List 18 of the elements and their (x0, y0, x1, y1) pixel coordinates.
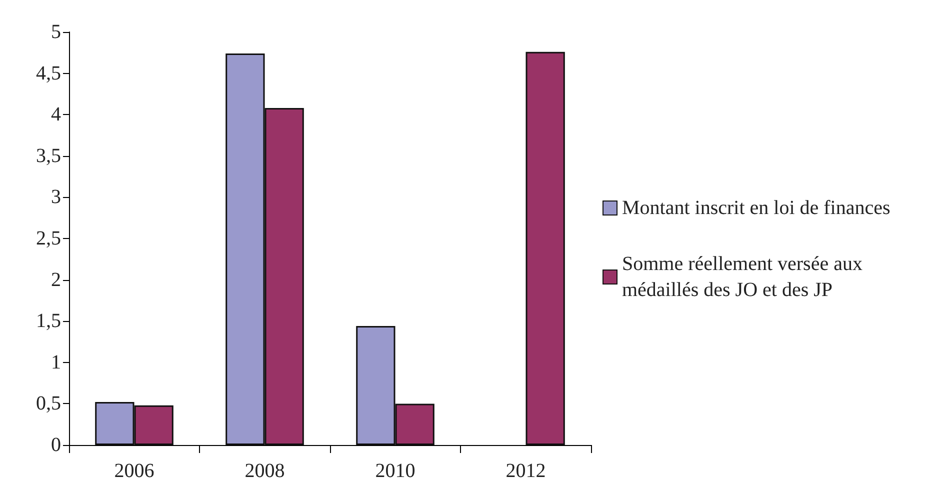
x-tick-label: 2006 (114, 460, 154, 482)
y-tick-label: 1,5 (36, 310, 61, 332)
y-tick-label: 0 (51, 434, 61, 456)
y-tick-label: 3,5 (36, 144, 61, 167)
legend-label: Somme réellement versée aux médaillés des JO et des JP (622, 253, 868, 301)
legend-label: Montant inscrit en loi de finances (622, 197, 890, 219)
x-tick-label: 2010 (375, 460, 416, 482)
bar (526, 52, 565, 445)
y-tick-label: 4 (51, 104, 61, 126)
y-tick-label: 4,5 (36, 62, 61, 84)
x-tick-label: 2012 (506, 460, 546, 482)
y-tick-label: 3 (51, 186, 61, 208)
y-tick-label: 2,5 (36, 228, 61, 250)
y-tick-label: 5 (51, 21, 61, 43)
y-tick-label: 1 (51, 351, 61, 374)
x-tick-label: 2008 (244, 460, 285, 482)
y-tick-label: 2 (51, 268, 61, 291)
y-tick-label: 0,5 (36, 392, 61, 415)
